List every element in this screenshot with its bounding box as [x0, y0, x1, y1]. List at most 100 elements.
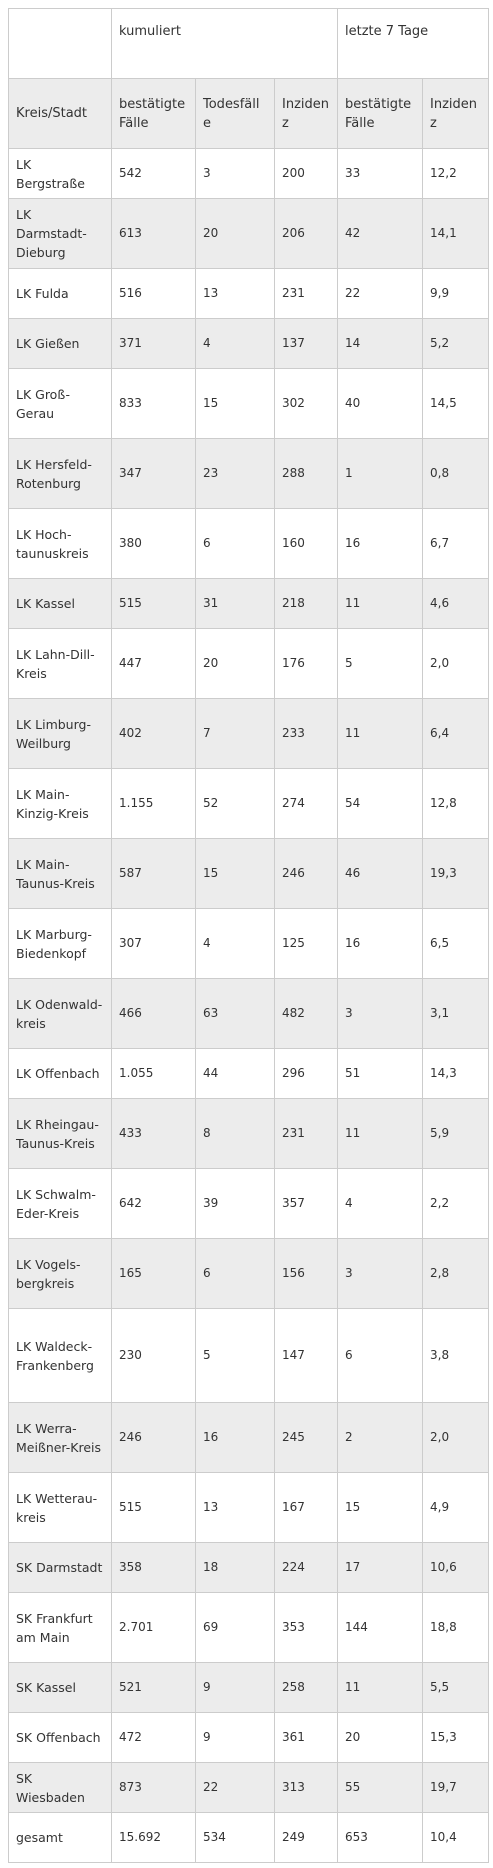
confirmed-7-days-cell: 51: [337, 1048, 424, 1099]
column-header-confirmed: bestätigte Fälle: [111, 78, 196, 149]
deaths-cell: 534: [195, 1812, 275, 1863]
deaths-cell: 15: [195, 838, 275, 909]
deaths-cell: 9: [195, 1662, 275, 1713]
deaths-cell: 9: [195, 1712, 275, 1763]
table-row: LK Waldeck-Frankenberg 230 5 147 6 3,8: [8, 1308, 490, 1403]
incidence-cell: 176: [273, 628, 339, 699]
incidence-cell: 258: [273, 1662, 339, 1713]
column-header-deaths: Todesfälle: [195, 78, 275, 149]
district-cell: LK Gießen: [8, 318, 112, 369]
district-cell: LK Schwalm-Eder-Kreis: [8, 1168, 112, 1239]
deaths-cell: 4: [195, 908, 275, 979]
incidence-7-days-cell: 3,1: [422, 978, 490, 1049]
incidence-7-days-cell: 4,6: [422, 578, 490, 629]
confirmed-cell: 587: [111, 838, 196, 909]
table-row: SK Wiesbaden 873 22 313 55 19,7: [8, 1762, 490, 1813]
incidence-cell: 482: [273, 978, 339, 1049]
confirmed-7-days-cell: 17: [337, 1542, 424, 1593]
covid-district-table: kumuliert letzte 7 Tage Kreis/Stadt best…: [8, 8, 490, 1863]
incidence-7-days-cell: 2,2: [422, 1168, 490, 1239]
confirmed-cell: 380: [111, 508, 196, 579]
table-row: LK Hoch-taunuskreis 380 6 160 16 6,7: [8, 508, 490, 579]
deaths-cell: 6: [195, 1238, 275, 1309]
table-row: LK Groß-Gerau 833 15 302 40 14,5: [8, 368, 490, 439]
confirmed-7-days-cell: 5: [337, 628, 424, 699]
incidence-7-days-cell: 10,6: [422, 1542, 490, 1593]
confirmed-cell: 15.692: [111, 1812, 196, 1863]
confirmed-cell: 165: [111, 1238, 196, 1309]
incidence-cell: 249: [273, 1812, 339, 1863]
district-cell: LK Kassel: [8, 578, 112, 629]
deaths-cell: 7: [195, 698, 275, 769]
confirmed-7-days-cell: 16: [337, 908, 424, 979]
confirmed-7-days-cell: 40: [337, 368, 424, 439]
table-row: LK Wetterau-kreis 515 13 167 15 4,9: [8, 1472, 490, 1543]
incidence-cell: 167: [273, 1472, 339, 1543]
district-cell: LK Hersfeld-Rotenburg: [8, 438, 112, 509]
incidence-cell: 156: [273, 1238, 339, 1309]
table-row: gesamt 15.692 534 249 653 10,4: [8, 1812, 490, 1863]
confirmed-cell: 521: [111, 1662, 196, 1713]
incidence-7-days-cell: 14,3: [422, 1048, 490, 1099]
incidence-7-days-cell: 9,9: [422, 268, 490, 319]
confirmed-7-days-cell: 54: [337, 768, 424, 839]
confirmed-cell: 307: [111, 908, 196, 979]
district-cell: LK Odenwald-kreis: [8, 978, 112, 1049]
confirmed-7-days-cell: 3: [337, 1238, 424, 1309]
incidence-7-days-cell: 0,8: [422, 438, 490, 509]
confirmed-7-days-cell: 55: [337, 1762, 424, 1813]
district-cell: LK Rheingau-Taunus-Kreis: [8, 1098, 112, 1169]
district-cell: LK Lahn-Dill-Kreis: [8, 628, 112, 699]
incidence-7-days-cell: 6,7: [422, 508, 490, 579]
incidence-7-days-cell: 6,5: [422, 908, 490, 979]
confirmed-7-days-cell: 6: [337, 1308, 424, 1403]
incidence-cell: 274: [273, 768, 339, 839]
table-row: LK Limburg-Weilburg 402 7 233 11 6,4: [8, 698, 490, 769]
table-row: LK Vogels-bergkreis 165 6 156 3 2,8: [8, 1238, 490, 1309]
confirmed-cell: 246: [111, 1402, 196, 1473]
incidence-cell: 231: [273, 1098, 339, 1169]
deaths-cell: 13: [195, 268, 275, 319]
incidence-7-days-cell: 5,5: [422, 1662, 490, 1713]
incidence-cell: 125: [273, 908, 339, 979]
confirmed-cell: 433: [111, 1098, 196, 1169]
column-header-incidence-7-days: Inzidenz: [422, 78, 490, 149]
incidence-7-days-cell: 19,3: [422, 838, 490, 909]
confirmed-7-days-cell: 15: [337, 1472, 424, 1543]
column-header-row: Kreis/Stadt bestätigte Fälle Todesfälle …: [8, 78, 490, 149]
deaths-cell: 69: [195, 1592, 275, 1663]
confirmed-7-days-cell: 46: [337, 838, 424, 909]
deaths-cell: 18: [195, 1542, 275, 1593]
district-cell: SK Kassel: [8, 1662, 112, 1713]
incidence-cell: 147: [273, 1308, 339, 1403]
confirmed-cell: 358: [111, 1542, 196, 1593]
incidence-cell: 302: [273, 368, 339, 439]
confirmed-7-days-cell: 11: [337, 578, 424, 629]
table-row: LK Werra-Meißner-Kreis 246 16 245 2 2,0: [8, 1402, 490, 1473]
confirmed-7-days-cell: 42: [337, 198, 424, 269]
incidence-7-days-cell: 4,9: [422, 1472, 490, 1543]
table-row: SK Offenbach 472 9 361 20 15,3: [8, 1712, 490, 1763]
incidence-cell: 246: [273, 838, 339, 909]
confirmed-7-days-cell: 11: [337, 1098, 424, 1169]
table-row: LK Hersfeld-Rotenburg 347 23 288 1 0,8: [8, 438, 490, 509]
confirmed-7-days-cell: 14: [337, 318, 424, 369]
confirmed-7-days-cell: 3: [337, 978, 424, 1049]
incidence-7-days-cell: 5,2: [422, 318, 490, 369]
confirmed-cell: 542: [111, 148, 196, 199]
deaths-cell: 6: [195, 508, 275, 579]
confirmed-cell: 371: [111, 318, 196, 369]
deaths-cell: 8: [195, 1098, 275, 1169]
deaths-cell: 52: [195, 768, 275, 839]
table-row: SK Darmstadt 358 18 224 17 10,6: [8, 1542, 490, 1593]
incidence-cell: 218: [273, 578, 339, 629]
deaths-cell: 4: [195, 318, 275, 369]
incidence-7-days-cell: 5,9: [422, 1098, 490, 1169]
incidence-cell: 245: [273, 1402, 339, 1473]
confirmed-cell: 1.055: [111, 1048, 196, 1099]
incidence-cell: 357: [273, 1168, 339, 1239]
confirmed-7-days-cell: 11: [337, 1662, 424, 1713]
table-row: LK Main-Taunus-Kreis 587 15 246 46 19,3: [8, 838, 490, 909]
incidence-7-days-cell: 2,8: [422, 1238, 490, 1309]
incidence-cell: 160: [273, 508, 339, 579]
